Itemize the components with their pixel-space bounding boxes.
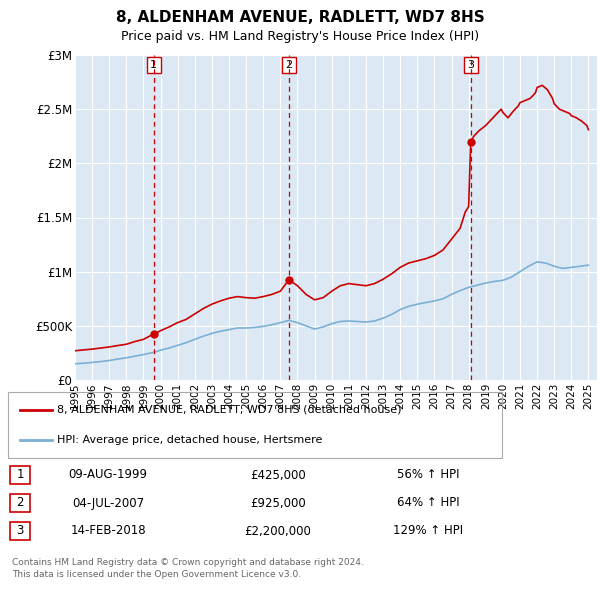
Text: £2,200,000: £2,200,000 [245,525,311,537]
Text: HPI: Average price, detached house, Hertsmere: HPI: Average price, detached house, Hert… [58,435,323,445]
Text: 64% ↑ HPI: 64% ↑ HPI [397,497,460,510]
Text: Contains HM Land Registry data © Crown copyright and database right 2024.: Contains HM Land Registry data © Crown c… [12,558,364,567]
Bar [10,494,30,512]
Text: 09-AUG-1999: 09-AUG-1999 [68,468,148,481]
Text: 3: 3 [467,60,474,70]
Text: 2: 2 [16,497,24,510]
Text: 3: 3 [16,525,23,537]
Text: 2: 2 [286,60,292,70]
Text: £925,000: £925,000 [250,497,306,510]
Text: 129% ↑ HPI: 129% ↑ HPI [393,525,463,537]
Text: 1: 1 [16,468,24,481]
Bar [10,466,30,484]
Text: 14-FEB-2018: 14-FEB-2018 [70,525,146,537]
Text: This data is licensed under the Open Government Licence v3.0.: This data is licensed under the Open Gov… [12,570,301,579]
Text: 56% ↑ HPI: 56% ↑ HPI [397,468,459,481]
Text: 04-JUL-2007: 04-JUL-2007 [72,497,144,510]
Text: Price paid vs. HM Land Registry's House Price Index (HPI): Price paid vs. HM Land Registry's House … [121,30,479,43]
Text: 1: 1 [150,60,157,70]
Bar [10,522,30,540]
Text: 8, ALDENHAM AVENUE, RADLETT, WD7 8HS: 8, ALDENHAM AVENUE, RADLETT, WD7 8HS [116,10,484,25]
Text: £425,000: £425,000 [250,468,306,481]
Text: 8, ALDENHAM AVENUE, RADLETT, WD7 8HS (detached house): 8, ALDENHAM AVENUE, RADLETT, WD7 8HS (de… [58,405,402,415]
